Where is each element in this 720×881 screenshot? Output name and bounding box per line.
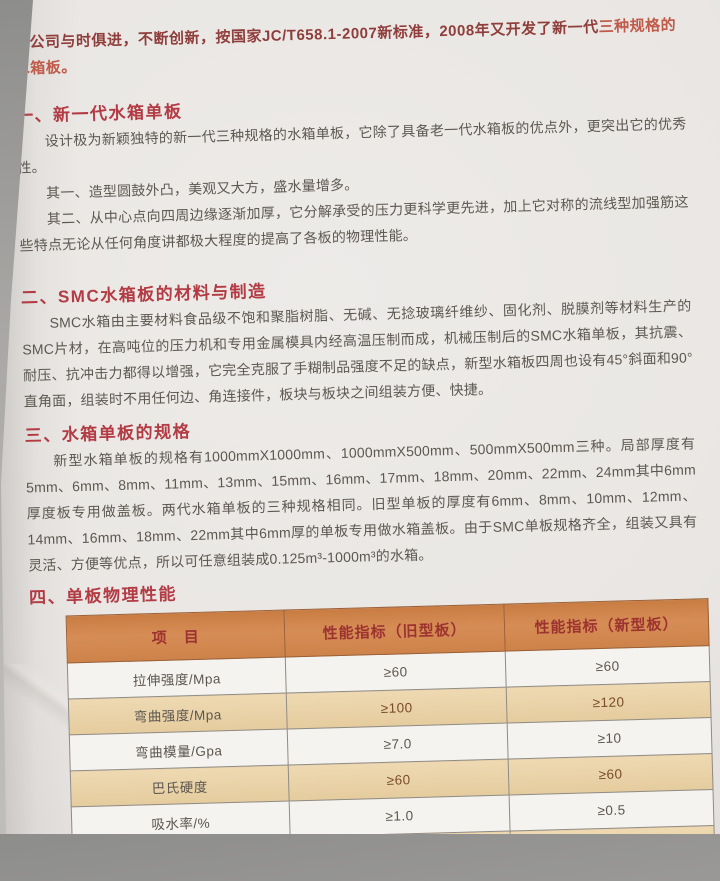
intro-paragraph: 我公司与时俱进，不断创新，按国家JC/T658.1-2007新标准，2008年又…: [14, 13, 685, 83]
new-panel-value: ≥60: [505, 645, 711, 688]
intro-text-main: 我公司与时俱进，不断创新，按国家JC/T658.1-2007新标准，2008年又…: [13, 18, 599, 52]
new-panel-value: ≥10: [507, 717, 713, 760]
new-panel-value: ≥0.5: [509, 789, 714, 832]
section2-paragraph-1: SMC水箱由主要材料食品级不饱和聚脂树脂、无碱、无捻玻璃纤维纱、固化剂、脱膜剂等…: [22, 297, 694, 410]
property-label: 拉伸强度/Mpa: [67, 657, 287, 699]
old-panel-value: ≥1.0: [289, 795, 511, 834]
section3-paragraph-1: 新型水箱单板的规格有1000mmX1000mm、1000mmX500mm、500…: [25, 435, 698, 574]
property-label: 玻璃纤维含量/%: [72, 837, 291, 879]
document-page: 我公司与时俱进，不断创新，按国家JC/T658.1-2007新标准，2008年又…: [1, 0, 720, 834]
table-header-new-panel: 性能指标（新型板）: [503, 598, 710, 652]
old-panel-value: ≥100: [286, 687, 508, 730]
old-panel-value: ≥60: [285, 651, 507, 694]
table-header-item: 项 目: [66, 610, 286, 663]
physical-properties-table: 项 目 性能指标（旧型板） 性能指标（新型板） 拉伸强度/Mpa ≥60 ≥60…: [65, 598, 716, 879]
property-label: 弯曲模量/Gpa: [69, 729, 289, 771]
old-panel-value: ≥60: [288, 759, 510, 801]
new-panel-value: ≥120: [506, 681, 712, 724]
property-label: 吸水率/%: [71, 800, 291, 834]
page-content: 我公司与时俱进，不断创新，按国家JC/T658.1-2007新标准，2008年又…: [14, 13, 716, 834]
photographed-brochure: { "intro": { "part1": "我公司与时俱进，不断创新，按国家J…: [0, 0, 720, 834]
table-header-old-panel: 性能指标（旧型板）: [283, 604, 506, 658]
new-panel-value: ≥60: [508, 753, 714, 796]
property-label: 弯曲强度/Mpa: [68, 693, 288, 735]
old-panel-value: ≥25: [290, 831, 512, 834]
new-panel-value: ≥27: [510, 825, 715, 834]
property-label: 巴氏硬度: [70, 765, 290, 807]
old-panel-value: ≥7.0: [287, 723, 509, 766]
